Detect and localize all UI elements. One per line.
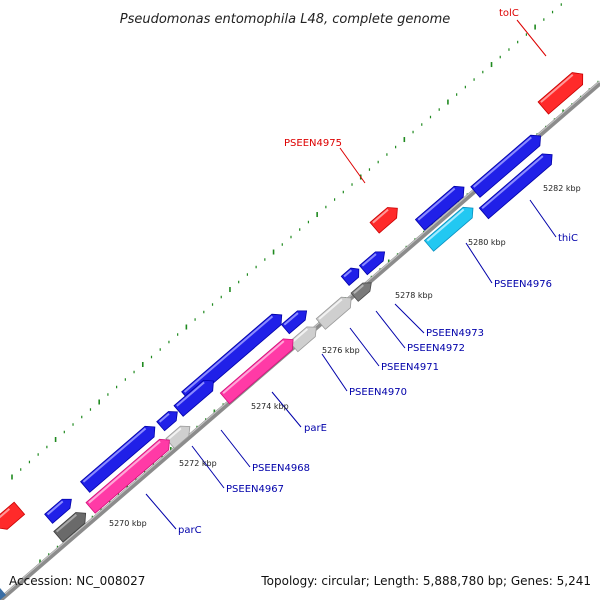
gene-feature[interactable] xyxy=(315,293,355,330)
gene-label-pseen4971[interactable]: PSEEN4971 xyxy=(381,362,439,373)
leader-line xyxy=(321,353,348,392)
gene-feature[interactable] xyxy=(156,407,182,432)
gene-feature[interactable] xyxy=(165,422,194,449)
gene-feature[interactable] xyxy=(173,376,218,417)
accession-text: Accession: NC_008027 xyxy=(9,574,146,588)
gene-feature[interactable] xyxy=(0,501,26,534)
gene-feature[interactable] xyxy=(79,422,160,493)
leader-line xyxy=(191,445,225,489)
topology-text: Topology: circular; Length: 5,888,780 bp… xyxy=(261,574,591,588)
kbp-label: 5276 kbp xyxy=(322,346,360,355)
gene-feature[interactable] xyxy=(350,279,375,302)
leader-line xyxy=(516,19,547,57)
gene-feature[interactable] xyxy=(478,149,556,220)
leader-line xyxy=(349,327,380,367)
gene-feature[interactable] xyxy=(44,495,76,524)
gene-features xyxy=(0,68,588,543)
gene-feature[interactable] xyxy=(423,203,477,252)
gene-label-pseen4975[interactable]: PSEEN4975 xyxy=(284,138,342,149)
gene-feature[interactable] xyxy=(85,435,174,514)
kbp-label: 5270 kbp xyxy=(109,519,147,528)
leader-line xyxy=(394,303,425,334)
gene-feature[interactable] xyxy=(340,265,362,286)
corner-arrow-icon xyxy=(0,588,6,600)
gene-feature[interactable] xyxy=(219,334,297,405)
gene-feature[interactable] xyxy=(470,131,545,198)
gene-feature[interactable] xyxy=(53,508,90,543)
gene-label-pseen4970[interactable]: PSEEN4970 xyxy=(349,387,407,398)
kbp-label: 5282 kbp xyxy=(543,184,581,193)
map-title: Pseudomonas entomophila L48, complete ge… xyxy=(120,12,451,27)
kbp-label: 5274 kbp xyxy=(251,402,289,411)
label-leader-lines xyxy=(145,19,557,530)
leader-line xyxy=(220,429,251,468)
gene-label-parc[interactable]: parC xyxy=(178,525,202,536)
leader-line xyxy=(465,242,493,284)
kbp-label: 5278 kbp xyxy=(395,291,433,300)
gene-feature[interactable] xyxy=(414,182,468,231)
gene-feature[interactable] xyxy=(288,322,320,353)
gene-label-thic[interactable]: thiC xyxy=(558,233,578,244)
gene-label-pseen4968[interactable]: PSEEN4968 xyxy=(252,463,310,474)
leader-line xyxy=(271,391,302,428)
gene-label-pseen4976[interactable]: PSEEN4976 xyxy=(494,279,552,290)
leader-line xyxy=(375,310,406,349)
gene-feature[interactable] xyxy=(358,247,388,276)
kbp-label: 5280 kbp xyxy=(468,238,506,247)
leader-line xyxy=(145,493,177,530)
gene-label-pare[interactable]: parE xyxy=(304,423,327,434)
gene-feature[interactable] xyxy=(280,306,310,335)
gene-label-pseen4973[interactable]: PSEEN4973 xyxy=(426,328,484,339)
gene-label-tolc[interactable]: tolC xyxy=(499,8,519,19)
gene-label-pseen4967[interactable]: PSEEN4967 xyxy=(226,484,284,495)
gene-label-pseen4972[interactable]: PSEEN4972 xyxy=(407,343,465,354)
leader-line xyxy=(339,147,366,184)
gene-feature[interactable] xyxy=(537,68,588,115)
leader-line xyxy=(529,199,557,238)
kbp-label: 5272 kbp xyxy=(179,459,217,468)
gene-feature[interactable] xyxy=(369,203,402,234)
